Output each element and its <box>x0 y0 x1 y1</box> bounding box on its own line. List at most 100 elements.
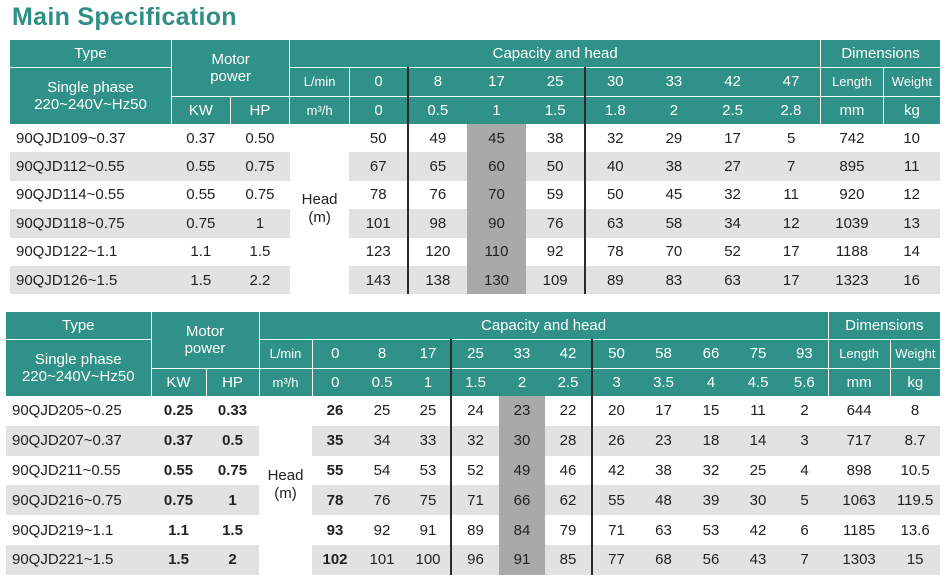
flow-lmin-header: 93 <box>781 338 829 368</box>
flow-lmin-header: 30 <box>583 66 645 96</box>
head-value: 17 <box>761 265 821 295</box>
flow-m3h-header: 3 <box>591 367 640 396</box>
head-value: 23 <box>640 425 687 456</box>
flow-m3h-header: 2 <box>499 367 545 396</box>
table-row: 90QJD219~1.1 1.1 1.5 93 92 91 89 84 79 71 63 53 42 6 1… <box>6 515 940 545</box>
flow-lmin-header: 66 <box>687 338 735 368</box>
head-value: 91 <box>499 544 545 575</box>
head-value: 48 <box>640 485 687 516</box>
head-value: 70 <box>466 180 527 210</box>
kw-value: 0.37 <box>186 129 216 147</box>
single-phase-label: Single phase <box>47 78 134 96</box>
table-row: 90QJD118~0.75 0.75 1 101 98 90 76 63 58 34 12 1039 1… <box>10 209 940 238</box>
weight-value: 10.5 <box>900 461 930 479</box>
kw-value: 0.37 <box>151 425 206 456</box>
kw-value: 1.1 <box>190 243 212 261</box>
table-row: 90QJD207~0.37 0.37 0.5 35 34 33 32 30 28 26 23 18 14… <box>6 425 941 456</box>
length-value: 742 <box>839 129 865 147</box>
page-title: Main Specification <box>12 3 237 31</box>
flow-m3h-header: 0.5 <box>358 367 406 396</box>
head-value: 65 <box>407 152 467 181</box>
length-value: 717 <box>828 425 891 456</box>
head-value: 30 <box>499 425 545 456</box>
head-value: 60 <box>466 152 527 181</box>
head-value: 109 <box>526 265 585 295</box>
head-value: 91 <box>419 521 437 539</box>
head-label: Head (m) <box>259 396 312 575</box>
head-value: 17 <box>782 243 800 261</box>
head-value: 92 <box>373 521 391 539</box>
model-name: 90QJD221~1.5 <box>6 544 151 575</box>
lmin-label: L/min <box>259 338 313 368</box>
table-row: 90QJD112~0.55 0.55 0.75 67 65 60 50 40 38 27 7 895 1… <box>10 152 940 181</box>
head-value: 56 <box>687 544 735 575</box>
head-value: 92 <box>546 243 564 261</box>
lmin-label: L/min <box>289 66 350 96</box>
m3h-label: m³/h <box>259 367 313 396</box>
single-phase-header: Single phase 220~240V~Hz50 <box>10 67 172 124</box>
flow-lmin-header: 42 <box>703 66 762 96</box>
flow-lmin-header: 25 <box>450 338 499 368</box>
dimensions-header: Dimensions <box>820 40 940 67</box>
type-header: Type <box>10 40 172 68</box>
head-value: 15 <box>702 402 720 420</box>
length-value: 1303 <box>828 544 891 575</box>
head-value: 22 <box>559 402 577 420</box>
weight-value: 10 <box>903 129 920 147</box>
spec-table-1: Type Motor power Capacity and head Dimen… <box>10 40 940 295</box>
motor-power-header: Motor power <box>171 40 291 96</box>
head-value: 62 <box>545 485 592 516</box>
head-value: 32 <box>450 425 499 456</box>
type-header: Type <box>6 312 152 340</box>
model-name: 90QJD219~1.1 <box>12 521 114 539</box>
head-value: 14 <box>735 425 781 456</box>
flow-m3h-header: 2.5 <box>703 95 762 124</box>
flow-m3h-header: 1.5 <box>526 95 585 124</box>
flow-lmin-header: 42 <box>545 338 592 368</box>
head-value: 76 <box>526 209 585 238</box>
head-value: 70 <box>665 243 683 261</box>
kw-header: KW <box>151 367 207 396</box>
head-value: 75 <box>406 485 451 516</box>
head-unit-text: (m) <box>274 485 297 503</box>
model-name: 90QJD211~0.55 <box>12 461 121 479</box>
head-value: 50 <box>369 129 387 147</box>
kw-value: 0.55 <box>171 152 231 181</box>
weight-value: 13 <box>883 209 940 238</box>
head-value: 7 <box>761 152 821 181</box>
head-value: 66 <box>499 485 545 516</box>
length-value: 895 <box>820 152 884 181</box>
model-name: 90QJD114~0.55 <box>16 186 125 204</box>
spec-table-2: Type Motor power Capacity and head Dimen… <box>6 312 941 575</box>
flow-lmin-header: 50 <box>591 338 640 368</box>
motor-power-header: Motor power <box>151 312 260 368</box>
flow-m3h-header: 4 <box>687 367 735 396</box>
head-value: 71 <box>450 485 499 516</box>
head-value: 40 <box>583 152 645 181</box>
head-value: 93 <box>326 521 344 539</box>
hp-value: 0.33 <box>217 402 248 420</box>
length-value: 1323 <box>820 265 884 295</box>
kw-value: 0.55 <box>186 186 216 204</box>
head-value: 123 <box>365 243 391 261</box>
kw-value: 1.5 <box>151 544 206 575</box>
head-value: 84 <box>499 515 545 545</box>
head-value: 50 <box>583 180 645 210</box>
hp-value: 1 <box>230 209 290 238</box>
flow-m3h-header: 1.5 <box>450 367 499 396</box>
head-value: 53 <box>419 461 437 479</box>
length-value: 1185 <box>842 521 876 539</box>
kw-value: 0.75 <box>171 209 231 238</box>
head-value: 42 <box>749 521 767 539</box>
head-value: 32 <box>583 124 645 153</box>
head-value: 102 <box>312 544 358 575</box>
head-label: Head (m) <box>289 124 350 295</box>
hp-value: 1.5 <box>222 521 243 539</box>
head-label-text: Head <box>301 191 338 209</box>
head-value: 35 <box>312 425 358 456</box>
table-row: 90QJD221~1.5 1.5 2 102 101 100 96 91 85 77 68 56 43 7… <box>6 544 941 575</box>
head-value: 34 <box>703 209 762 238</box>
head-value: 28 <box>545 425 592 456</box>
head-value: 78 <box>583 237 645 266</box>
head-value: 33 <box>406 425 451 456</box>
